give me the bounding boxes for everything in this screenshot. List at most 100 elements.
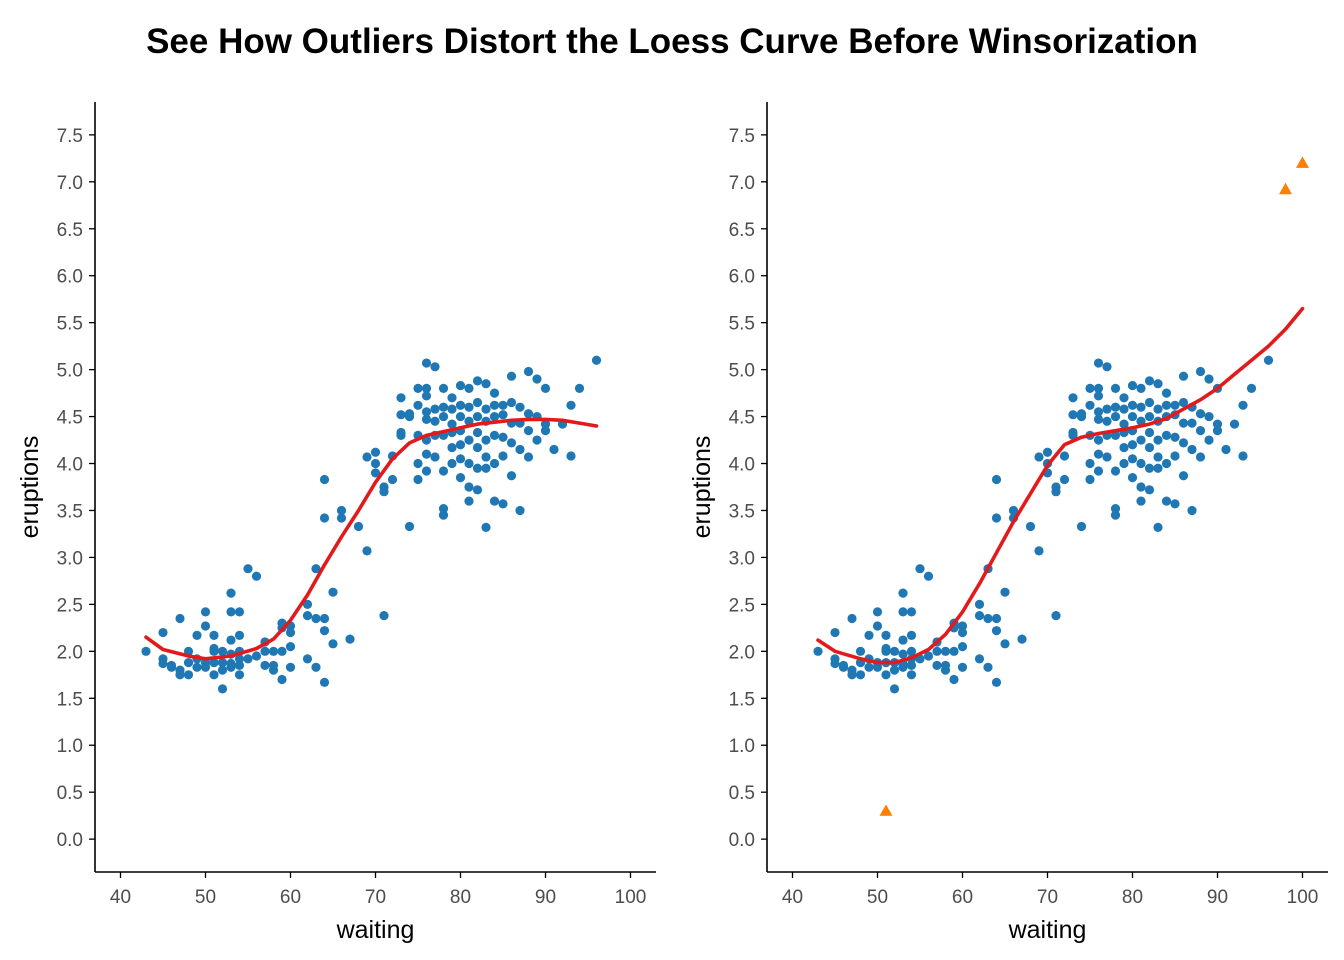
x-tick-label: 90 bbox=[1207, 887, 1228, 908]
data-point bbox=[1263, 355, 1274, 365]
data-point bbox=[1204, 374, 1214, 384]
x-tick-label: 100 bbox=[1287, 887, 1319, 908]
data-point bbox=[1144, 463, 1155, 473]
data-point bbox=[464, 383, 474, 394]
data-point bbox=[319, 677, 330, 687]
data-point bbox=[1153, 379, 1163, 389]
data-point bbox=[285, 642, 296, 652]
x-tick-label: 60 bbox=[280, 887, 301, 908]
data-point bbox=[421, 466, 432, 476]
data-point bbox=[983, 662, 993, 672]
data-point bbox=[319, 613, 330, 624]
data-point bbox=[1110, 466, 1121, 476]
left-scatter-panel: 0.0 0.5 1.0 1.5 2.0 2.5 3.0 3.5 4.0 4.5 5.0 5.5 6.0 6… bbox=[16, 102, 656, 944]
data-point bbox=[906, 670, 917, 680]
data-point bbox=[481, 463, 491, 473]
data-point bbox=[430, 452, 440, 462]
data-point bbox=[481, 452, 491, 462]
data-point bbox=[438, 510, 449, 520]
data-point bbox=[438, 411, 449, 422]
data-point bbox=[1059, 474, 1070, 485]
y-tick-label: 1.5 bbox=[729, 689, 755, 710]
data-point bbox=[1238, 451, 1248, 461]
data-point bbox=[949, 674, 959, 685]
data-point bbox=[1102, 404, 1112, 414]
y-tick-label: 4.0 bbox=[57, 455, 83, 476]
data-point bbox=[1153, 404, 1163, 414]
data-point bbox=[506, 438, 517, 448]
data-point bbox=[1119, 458, 1129, 469]
data-point bbox=[991, 677, 1002, 687]
data-point bbox=[830, 658, 840, 669]
data-point bbox=[549, 444, 559, 455]
data-point bbox=[923, 571, 934, 581]
data-point bbox=[311, 613, 321, 624]
data-point bbox=[430, 404, 440, 414]
data-point bbox=[481, 404, 491, 414]
data-point bbox=[464, 458, 474, 469]
data-point bbox=[175, 670, 185, 680]
data-point bbox=[234, 607, 245, 617]
data-point bbox=[566, 400, 576, 410]
data-point bbox=[183, 657, 194, 668]
data-point bbox=[864, 630, 874, 640]
data-point bbox=[1187, 418, 1197, 428]
data-point bbox=[200, 607, 211, 617]
data-point bbox=[1085, 383, 1095, 394]
data-point bbox=[1102, 452, 1112, 462]
data-point bbox=[1034, 546, 1044, 556]
data-point bbox=[1000, 639, 1010, 649]
data-point bbox=[532, 435, 542, 445]
data-point bbox=[1238, 400, 1248, 410]
data-point bbox=[1136, 383, 1146, 394]
data-point bbox=[855, 646, 866, 656]
data-point bbox=[404, 409, 415, 419]
data-point bbox=[447, 404, 457, 414]
data-point bbox=[1144, 442, 1155, 453]
data-point bbox=[1161, 496, 1172, 506]
data-point bbox=[1093, 435, 1104, 445]
data-point bbox=[472, 427, 483, 438]
data-point bbox=[1144, 397, 1155, 408]
data-point bbox=[1093, 414, 1104, 424]
data-point bbox=[311, 662, 321, 672]
data-point bbox=[464, 435, 474, 445]
data-point bbox=[396, 410, 406, 420]
data-point bbox=[1042, 447, 1053, 457]
data-point bbox=[472, 442, 483, 453]
data-point bbox=[438, 402, 449, 412]
data-point bbox=[898, 607, 908, 617]
data-point bbox=[1187, 444, 1197, 455]
data-point bbox=[515, 402, 525, 412]
data-point bbox=[1093, 358, 1104, 368]
data-point bbox=[1195, 366, 1206, 377]
data-point bbox=[523, 366, 534, 377]
data-point bbox=[345, 634, 355, 644]
data-point bbox=[209, 630, 219, 640]
data-point bbox=[455, 454, 466, 464]
data-point bbox=[302, 654, 313, 664]
outlier-point bbox=[879, 804, 893, 816]
x-tick-label: 100 bbox=[615, 887, 647, 908]
data-point bbox=[1102, 416, 1112, 426]
data-point bbox=[489, 430, 500, 440]
data-point bbox=[498, 451, 508, 461]
data-point bbox=[1051, 611, 1061, 621]
y-tick-label: 3.0 bbox=[729, 548, 755, 569]
data-point bbox=[915, 564, 925, 574]
data-point bbox=[1068, 430, 1078, 440]
x-tick-label: 70 bbox=[1037, 887, 1058, 908]
data-point bbox=[158, 627, 168, 638]
x-tick-label: 40 bbox=[110, 887, 131, 908]
data-point bbox=[234, 654, 245, 664]
data-point bbox=[362, 546, 372, 556]
y-tick-label: 6.5 bbox=[57, 220, 83, 241]
data-point bbox=[1102, 362, 1112, 372]
data-point bbox=[1212, 426, 1223, 436]
data-point bbox=[889, 665, 900, 675]
data-point bbox=[362, 452, 372, 462]
data-point bbox=[855, 670, 866, 680]
data-point bbox=[957, 627, 968, 638]
data-point bbox=[421, 414, 432, 424]
data-point bbox=[268, 665, 279, 675]
